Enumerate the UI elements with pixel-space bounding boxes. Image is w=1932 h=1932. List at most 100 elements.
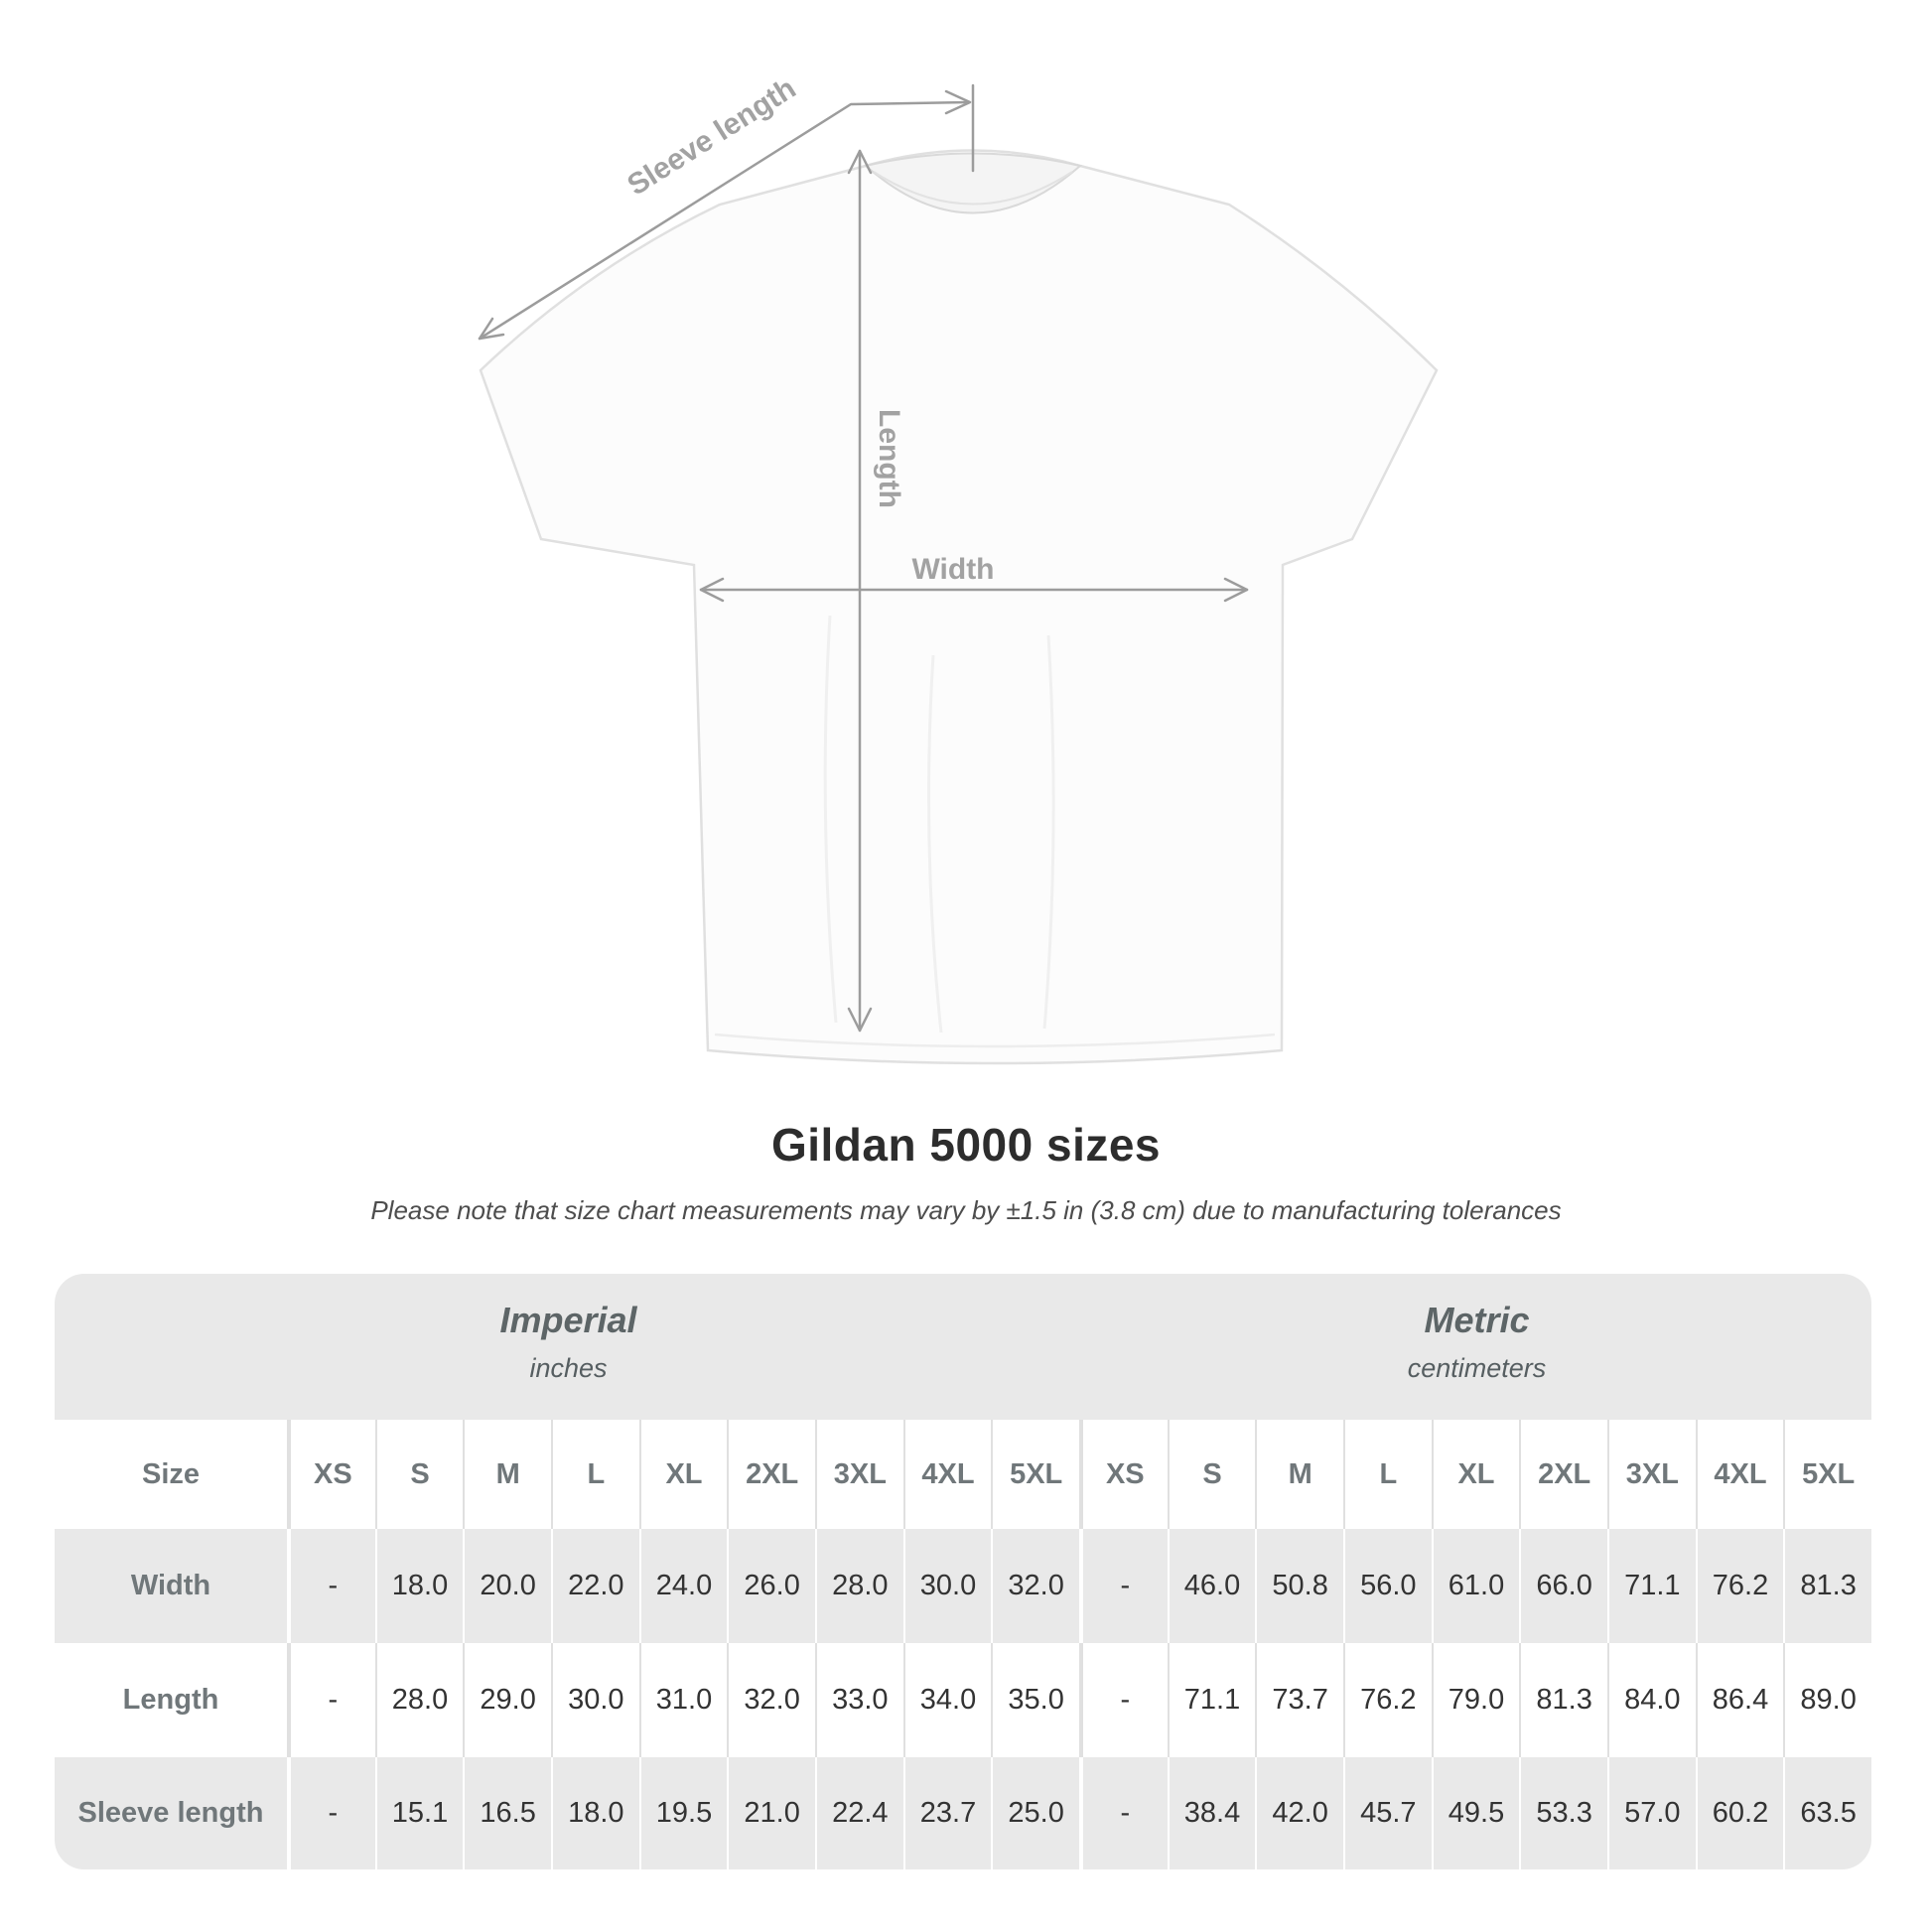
measurement-value: 32.0 (991, 1529, 1079, 1643)
measurement-value: 79.0 (1431, 1643, 1520, 1757)
length-arrowhead-bottom (847, 1007, 873, 1033)
size-col-header: 2XL (727, 1420, 815, 1529)
measurement-value: 84.0 (1606, 1643, 1696, 1757)
measurement-value: 81.3 (1519, 1643, 1607, 1757)
width-label: Width (911, 553, 994, 586)
page-title: Gildan 5000 sizes (770, 1119, 1162, 1171)
row-label: Sleeve length (77, 1797, 264, 1829)
fabric-fold (823, 615, 838, 1024)
size-header-row: Size XS S M L XL 2XL 3XL 4XL 5XL XS S M … (55, 1420, 1871, 1529)
imperial-unit-header: Imperial inches (55, 1274, 1082, 1420)
measurement-value: - (287, 1757, 375, 1869)
measurement-value: 73.7 (1255, 1643, 1343, 1757)
hem-stitch-line (714, 1033, 1276, 1048)
measurement-value: 23.7 (902, 1757, 992, 1869)
width-row: Width - 18.0 20.0 22.0 24.0 26.0 28.0 30… (55, 1529, 1871, 1643)
measurement-value: 42.0 (1255, 1757, 1343, 1869)
row-label: Length (122, 1684, 219, 1716)
measurement-value: 34.0 (902, 1643, 992, 1757)
sleeve-length-label: Sleeve length (621, 71, 801, 202)
measurement-value: 20.0 (463, 1529, 551, 1643)
sleeve-length-row: Sleeve length - 15.1 16.5 18.0 19.5 21.0… (55, 1757, 1871, 1869)
measurement-value: 35.0 (991, 1643, 1079, 1757)
measurement-value: 57.0 (1606, 1757, 1696, 1869)
size-col-header: XL (1431, 1420, 1520, 1529)
measurement-value: 66.0 (1519, 1529, 1607, 1643)
measurement-value: 76.2 (1695, 1529, 1784, 1643)
measurement-value: 19.5 (638, 1757, 728, 1869)
measurement-value: 60.2 (1695, 1757, 1784, 1869)
size-col-header: 3XL (814, 1420, 903, 1529)
measurement-value: 26.0 (727, 1529, 815, 1643)
fabric-fold (927, 654, 943, 1034)
measurement-value: 25.0 (991, 1757, 1079, 1869)
size-col-header: S (374, 1420, 464, 1529)
measurement-value: 22.0 (550, 1529, 639, 1643)
measurement-value: 61.0 (1431, 1529, 1520, 1643)
measurement-value: 81.3 (1783, 1529, 1871, 1643)
measurement-value: 71.1 (1167, 1643, 1256, 1757)
metric-label: Metric (1424, 1300, 1530, 1340)
measurement-value: 31.0 (638, 1643, 728, 1757)
unit-header-row: Imperial inches Metric centimeters (55, 1274, 1871, 1420)
imperial-label: Imperial (499, 1300, 637, 1340)
measurement-value: 29.0 (463, 1643, 551, 1757)
measurement-value: 38.4 (1167, 1757, 1256, 1869)
measurement-value: 30.0 (902, 1529, 992, 1643)
size-col-header: L (550, 1420, 639, 1529)
measurement-value: 15.1 (374, 1757, 464, 1869)
size-col-header: XS (1078, 1420, 1168, 1529)
measurement-value: 21.0 (727, 1757, 815, 1869)
sleeve-length-arrowhead-right (944, 89, 972, 115)
collar-band-line (873, 171, 1073, 206)
size-col-header: 3XL (1606, 1420, 1696, 1529)
measurement-value: 22.4 (814, 1757, 903, 1869)
size-col-header: M (463, 1420, 551, 1529)
measurement-value: 86.4 (1695, 1643, 1784, 1757)
collar-graphic (863, 152, 1083, 214)
measurement-value: 45.7 (1342, 1757, 1432, 1869)
measurement-value: 16.5 (463, 1757, 551, 1869)
sleeve-length-arrowhead-left (478, 317, 505, 341)
size-col-header: 4XL (1695, 1420, 1784, 1529)
size-col-header: M (1255, 1420, 1343, 1529)
width-arrowhead-right (1223, 577, 1249, 603)
metric-unit-header: Metric centimeters (1082, 1274, 1871, 1420)
imperial-sublabel: inches (529, 1353, 608, 1383)
measurement-value: 46.0 (1167, 1529, 1256, 1643)
measurement-value: 63.5 (1783, 1757, 1871, 1869)
measurement-value: - (287, 1529, 375, 1643)
measurement-value: 89.0 (1783, 1643, 1871, 1757)
measurement-value: 56.0 (1342, 1529, 1432, 1643)
measurement-value: 30.0 (550, 1643, 639, 1757)
measurement-value: 18.0 (374, 1529, 464, 1643)
measurement-value: - (287, 1643, 375, 1757)
measurement-value: - (1078, 1529, 1168, 1643)
fabric-fold (1042, 634, 1055, 1030)
sleeve-length-arrow (478, 100, 970, 341)
length-label: Length (873, 409, 905, 508)
size-col-header: 2XL (1519, 1420, 1607, 1529)
size-col-header: XL (638, 1420, 728, 1529)
row-label: Width (130, 1570, 211, 1601)
length-arrowhead-top (847, 149, 873, 175)
measurement-value: 28.0 (374, 1643, 464, 1757)
measurement-value: 18.0 (550, 1757, 639, 1869)
measurement-value: 28.0 (814, 1529, 903, 1643)
size-col-header: XS (287, 1420, 375, 1529)
size-col-header: 5XL (991, 1420, 1079, 1529)
tshirt-graphic (479, 149, 1439, 1065)
metric-sublabel: centimeters (1407, 1353, 1547, 1383)
width-arrowhead-left (699, 577, 725, 603)
measurement-value: 33.0 (814, 1643, 903, 1757)
measurement-value: 50.8 (1255, 1529, 1343, 1643)
size-col-header: S (1167, 1420, 1256, 1529)
measurement-value: 49.5 (1431, 1757, 1520, 1869)
size-corner-label: Size (141, 1457, 201, 1490)
measurement-value: 76.2 (1342, 1643, 1432, 1757)
measurement-value: 32.0 (727, 1643, 815, 1757)
measurement-value: - (1078, 1757, 1168, 1869)
length-row: Length - 28.0 29.0 30.0 31.0 32.0 33.0 3… (55, 1643, 1871, 1757)
tolerance-note: Please note that size chart measurements… (370, 1195, 1562, 1225)
